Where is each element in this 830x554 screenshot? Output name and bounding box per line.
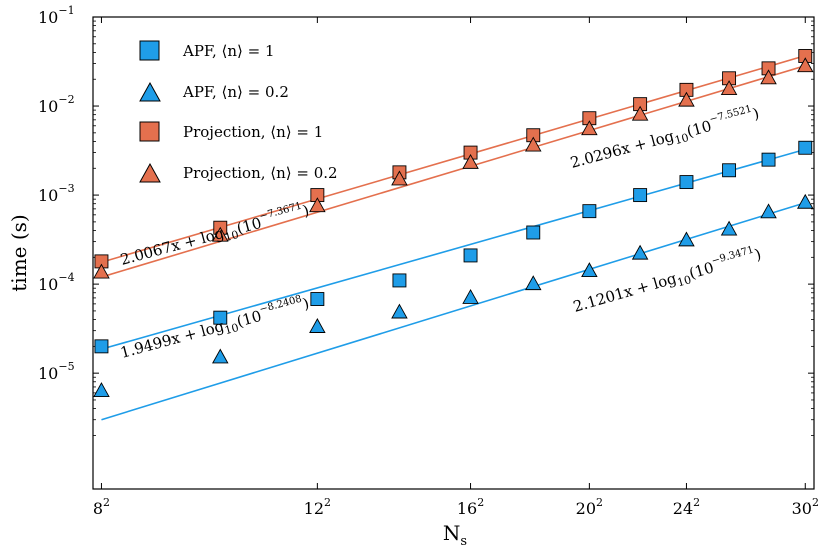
legend-item-apf-02: APF, ⟨n⟩ = 0.2 (139, 81, 289, 102)
data-point-square (633, 188, 648, 203)
data-point-triangle (678, 91, 695, 107)
data-point-triangle (93, 263, 110, 279)
x-axis-label-main: N (443, 521, 461, 545)
data-markers (93, 49, 814, 397)
data-point-triangle (631, 105, 649, 121)
data-point-triangle (462, 153, 479, 169)
y-tick-label: 10−5 (38, 360, 75, 383)
data-point-triangle (720, 220, 738, 236)
data-point-square (722, 163, 737, 178)
y-axis-label: time (s) (7, 214, 31, 291)
data-point-triangle (309, 197, 326, 213)
x-axis-label-sub: s (460, 534, 467, 549)
legend-triangle-marker-icon (139, 81, 161, 102)
y-tick-label: 10−2 (38, 93, 75, 116)
legend-label: Projection, ⟨n⟩ = 1 (183, 123, 323, 141)
data-point-square (582, 204, 597, 219)
y-tick-label: 10−4 (38, 271, 75, 294)
data-point-square (94, 339, 109, 354)
x-axis-label: Ns (443, 521, 467, 549)
plot-frame (92, 16, 815, 490)
data-point-triangle (581, 120, 598, 136)
axis-ticks: 82 122 162 202 242 302 10−5 10−4 10−3 10−2 10−1 (38, 4, 819, 518)
data-point-triangle (797, 193, 814, 209)
data-point-square (310, 292, 325, 306)
data-point-triangle (391, 303, 408, 319)
x-tick-label: 302 (792, 496, 819, 518)
data-point-square (761, 152, 776, 167)
legend-label: Projection, ⟨n⟩ = 0.2 (183, 164, 338, 182)
data-point-triangle (631, 244, 649, 260)
legend-label: APF, ⟨n⟩ = 0.2 (182, 83, 289, 101)
data-point-square (213, 310, 228, 325)
legend-item-projection-02: Projection, ⟨n⟩ = 0.2 (139, 162, 338, 183)
svg-text:Ns: Ns (443, 521, 467, 549)
data-point-triangle (760, 203, 777, 219)
x-tick-label: 82 (93, 496, 110, 518)
x-tick-label: 242 (673, 496, 700, 518)
legend-triangle-marker-icon (139, 162, 161, 183)
y-tick-label: 10−3 (38, 182, 75, 205)
data-point-triangle (760, 69, 777, 85)
plot-border (92, 16, 815, 490)
data-point-triangle (93, 382, 110, 397)
data-point-square (463, 248, 478, 263)
data-point-triangle (524, 136, 542, 152)
legend-square-marker-icon (139, 40, 160, 61)
x-tick-label: 162 (457, 496, 484, 518)
data-point-triangle (212, 226, 229, 242)
legend: APF, ⟨n⟩ = 1 APF, ⟨n⟩ = 0.2 Projection, … (139, 40, 338, 183)
data-point-triangle (212, 348, 229, 364)
data-point-square (798, 140, 813, 155)
legend-item-apf-1: APF, ⟨n⟩ = 1 (139, 40, 275, 61)
data-point-triangle (678, 231, 695, 247)
data-point-triangle (391, 170, 408, 186)
data-point-triangle (581, 262, 598, 278)
data-point-triangle (524, 275, 542, 291)
data-point-square (526, 225, 541, 240)
data-point-triangle (462, 288, 479, 304)
legend-item-projection-1: Projection, ⟨n⟩ = 1 (139, 121, 323, 142)
data-point-triangle (720, 80, 738, 96)
data-point-triangle (797, 57, 814, 73)
legend-square-marker-icon (139, 121, 160, 142)
legend-label: APF, ⟨n⟩ = 1 (182, 42, 275, 60)
x-tick-label: 202 (576, 496, 603, 518)
data-point-square (679, 175, 694, 190)
data-point-triangle (309, 318, 326, 333)
x-tick-label: 122 (304, 496, 331, 518)
data-point-square (392, 273, 407, 288)
y-tick-label: 10−1 (38, 4, 75, 27)
